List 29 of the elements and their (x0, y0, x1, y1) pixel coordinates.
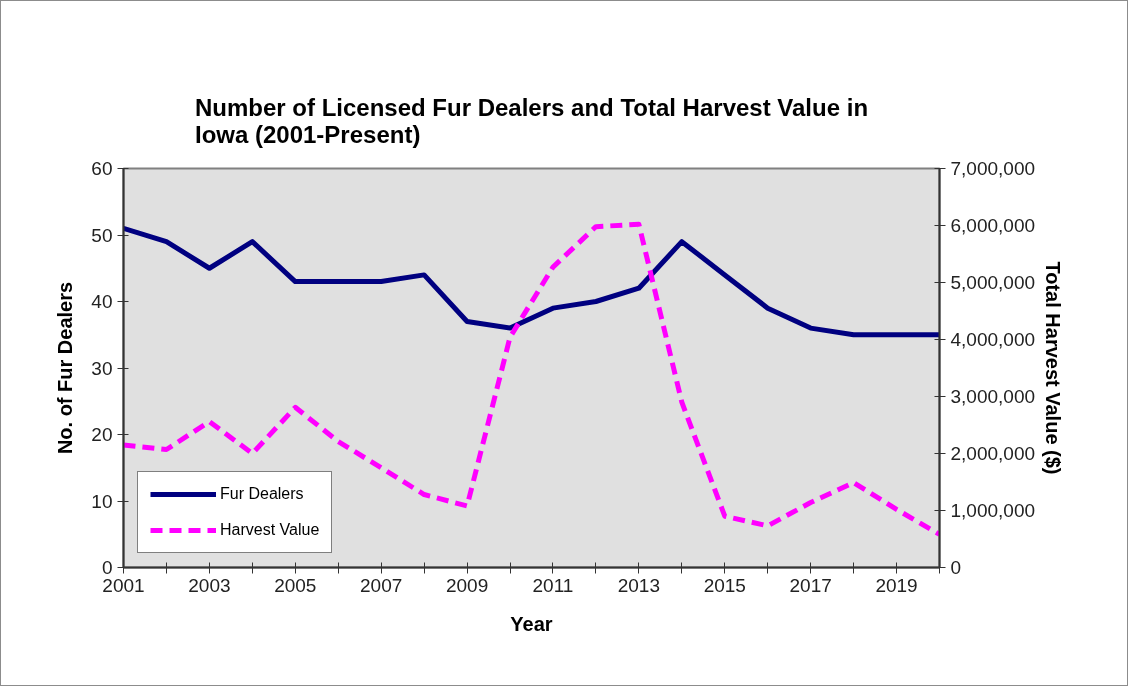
y2-tick-label: 0 (950, 557, 962, 578)
legend-label: Fur Dealers (220, 485, 304, 503)
chart-title: Number of Licensed Fur Dealers and Total Harvest Value in Iowa (2001-Present) (194, 93, 869, 148)
y2-axis-title: Total Harvest Value ($) (1042, 261, 1065, 475)
y-tick-label: 60 (91, 158, 113, 179)
y-tick-label: 50 (91, 224, 113, 246)
y-tick-label: 30 (91, 357, 113, 379)
y2-tick-label: 4,000,000 (950, 329, 1036, 350)
y-tick-label: 10 (91, 490, 113, 512)
y2-tick-label: 6,000,000 (950, 215, 1036, 236)
legend-label: Harvest Value (220, 521, 320, 539)
y-tick-label: 20 (91, 424, 113, 445)
x-tick-label: 2011 (532, 574, 574, 596)
x-axis-title: Year (510, 612, 553, 635)
y2-tick-label: 3,000,000 (950, 386, 1036, 407)
x-tick-label: 2013 (617, 574, 661, 596)
x-tick-label: 2005 (274, 574, 317, 596)
y-axis-title: No. of Fur Dealers (54, 281, 77, 455)
x-tick-label: 2003 (188, 574, 231, 596)
x-tick-label: 2015 (703, 574, 746, 596)
x-tick-label: 2007 (360, 574, 403, 596)
x-tick-label: 2019 (875, 574, 918, 596)
y-tick-label: 40 (91, 291, 113, 312)
y2-tick-label: 1,000,000 (950, 500, 1036, 521)
x-tick-label: 2009 (445, 574, 489, 596)
y2-tick-label: 2,000,000 (950, 443, 1036, 464)
y2-tick-label: 5,000,000 (950, 272, 1036, 293)
y2-tick-label: 7,000,000 (950, 158, 1036, 179)
x-tick-label: 2017 (789, 574, 832, 596)
